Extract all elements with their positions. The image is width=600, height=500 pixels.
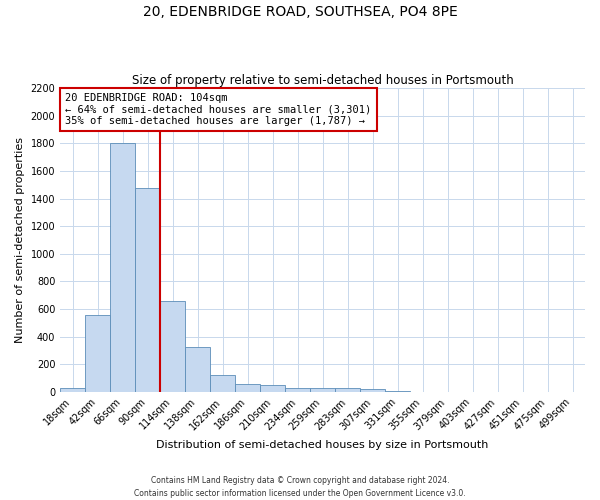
Y-axis label: Number of semi-detached properties: Number of semi-detached properties: [15, 137, 25, 343]
Bar: [360, 389, 385, 392]
Bar: [210, 376, 235, 392]
Title: Size of property relative to semi-detached houses in Portsmouth: Size of property relative to semi-detach…: [132, 74, 514, 87]
Bar: [110, 144, 135, 392]
Bar: [85, 314, 110, 392]
Bar: [135, 188, 160, 392]
Bar: [235, 384, 260, 392]
Text: Contains HM Land Registry data © Crown copyright and database right 2024.
Contai: Contains HM Land Registry data © Crown c…: [134, 476, 466, 498]
Bar: [335, 388, 360, 392]
X-axis label: Distribution of semi-detached houses by size in Portsmouth: Distribution of semi-detached houses by …: [157, 440, 489, 450]
Bar: [385, 390, 410, 392]
Bar: [260, 385, 285, 392]
Text: 20 EDENBRIDGE ROAD: 104sqm
← 64% of semi-detached houses are smaller (3,301)
35%: 20 EDENBRIDGE ROAD: 104sqm ← 64% of semi…: [65, 92, 371, 126]
Bar: [60, 388, 85, 392]
Bar: [285, 388, 310, 392]
Text: 20, EDENBRIDGE ROAD, SOUTHSEA, PO4 8PE: 20, EDENBRIDGE ROAD, SOUTHSEA, PO4 8PE: [143, 5, 457, 19]
Bar: [185, 347, 210, 392]
Bar: [160, 301, 185, 392]
Bar: [310, 388, 335, 392]
